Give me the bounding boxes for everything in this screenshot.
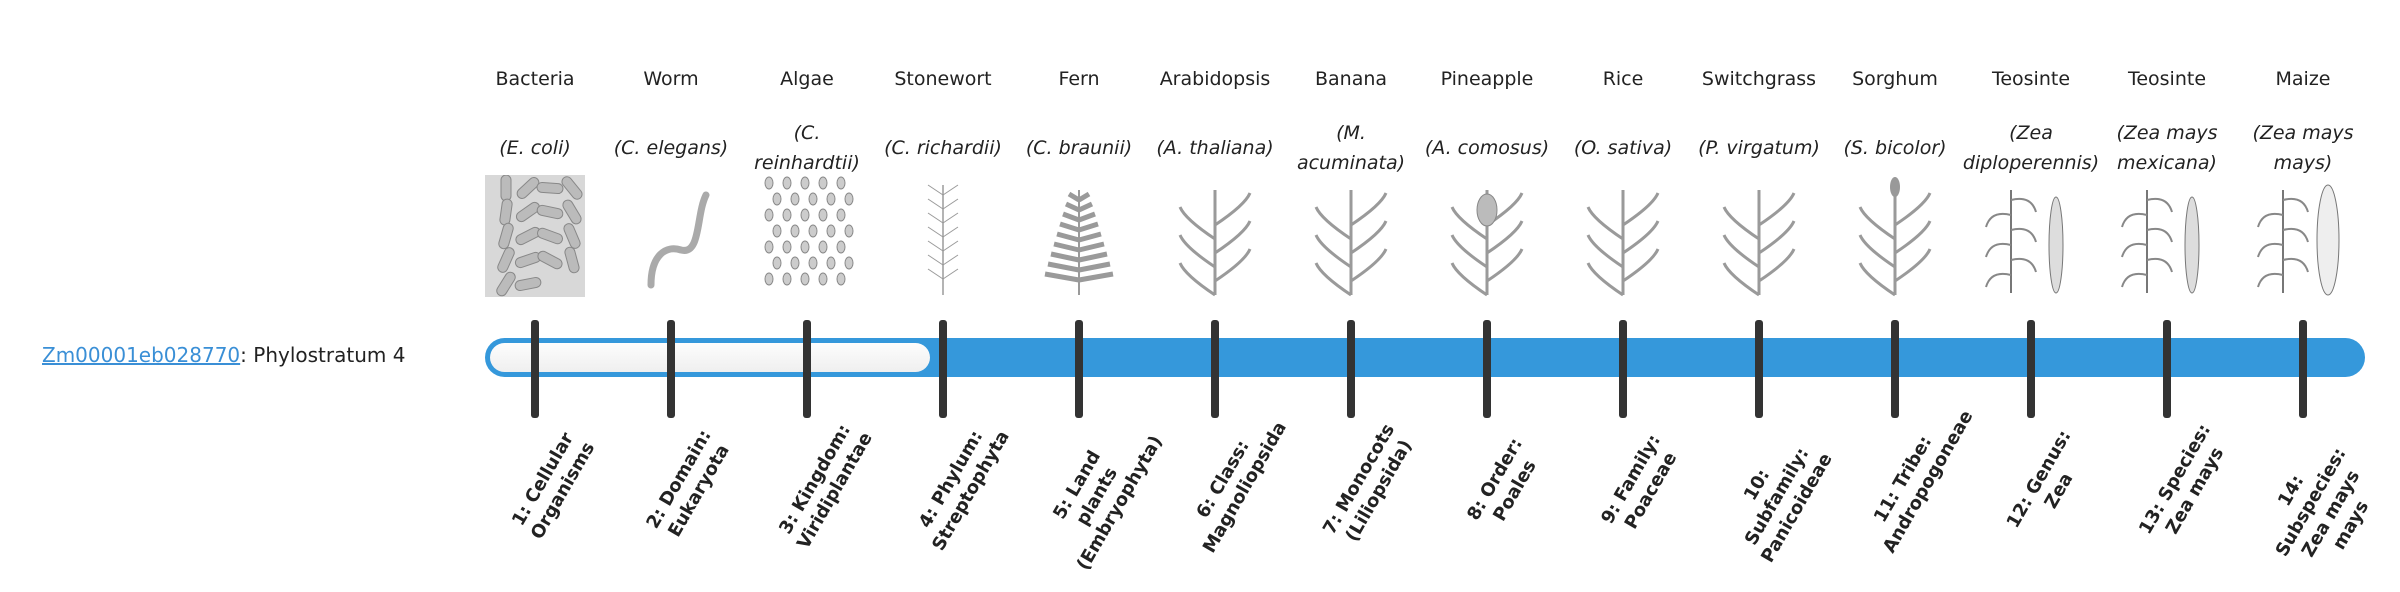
stratum-tick [1755, 320, 1763, 418]
organism-scientific-name: (P. virgatum) [1698, 137, 1820, 159]
stratum-label: 7: Monocots (Liliopsida) [1318, 420, 1417, 546]
organism-common-name: Rice [1602, 68, 1644, 90]
bar-unfilled-portion [490, 343, 930, 372]
bacteria-icon [485, 175, 585, 297]
organism-common-name: Sorghum [1852, 68, 1938, 90]
stratum-tick [1891, 320, 1899, 418]
stratum-tick [531, 320, 539, 418]
stratum-tick [667, 320, 675, 418]
stratum-label: 3: Kingdom: Viridiplantae [775, 420, 877, 553]
stratum-label: 1: Cellular Organisms [508, 429, 600, 543]
stratum-label: 9: Family: Poaceae [1597, 430, 1682, 533]
organism-scientific-name: (C. elegans) [613, 137, 729, 159]
maize-icon [2257, 184, 2340, 296]
stratum-label: 13: Species: Zea mays [2135, 420, 2229, 538]
stratum-tick [1619, 320, 1627, 418]
organism-common-name: Pineapple [1440, 68, 1534, 90]
organism-common-name: Worm [643, 68, 699, 90]
organism-scientific-name: (C. braunii) [1025, 137, 1133, 159]
stratum-label: 10: Subfamily: Panicoideae [1739, 444, 1837, 567]
organism-scientific-name: (A. comosus) [1424, 137, 1550, 159]
stratum-label: 11: Tribe: Andropogoneae [1869, 406, 1978, 557]
organism-scientific-name: (Zea mays mexicana) [2116, 122, 2218, 174]
stratum-tick [2163, 320, 2171, 418]
switchgrass-icon [1722, 190, 1796, 297]
teosinte-icon [2121, 190, 2200, 294]
organism-common-name: Banana [1314, 68, 1388, 90]
stratum-tick [2299, 320, 2307, 418]
stratum-label: 14: Subspecies: Zea mays mays [2271, 444, 2374, 561]
stratum-tick [2027, 320, 2035, 418]
organism-scientific-name: (A. thaliana) [1156, 137, 1274, 159]
gene-id-link[interactable]: Zm00001eb028770 [42, 343, 241, 367]
organism-common-name: Switchgrass [1701, 68, 1817, 90]
organism-common-name: Algae [780, 68, 834, 90]
stratum-label: 12: Genus: Zea [2002, 426, 2078, 532]
organism-scientific-name: (O. sativa) [1573, 137, 1673, 159]
algae-icon [764, 176, 854, 286]
phylostratum-bar [485, 338, 2365, 377]
organism-common-name: Stonewort [894, 68, 992, 90]
fern-icon [1044, 190, 1114, 295]
stonewort-icon [927, 184, 959, 295]
organism-common-name: Teosinte [1991, 68, 2071, 90]
gene-phylostratum-label: Zm00001eb028770: Phylostratum 4 [42, 343, 405, 367]
teosinte-icon [1985, 190, 2064, 294]
organism-common-name: Teosinte [2127, 68, 2207, 90]
organism-scientific-name: (S. bicolor) [1843, 137, 1947, 159]
organism-scientific-name: (Zea diploperennis) [1962, 122, 2100, 174]
arabidopsis-icon [1178, 190, 1252, 297]
banana-icon [1314, 190, 1388, 297]
sorghum-icon [1858, 177, 1932, 297]
stratum-tick [1211, 320, 1219, 418]
stratum-tick [939, 320, 947, 418]
stratum-tick [1483, 320, 1491, 418]
stratum-label: 5: Land plants (Embryophyta) [1049, 432, 1167, 574]
organism-common-name: Maize [2275, 68, 2331, 90]
organism-scientific-name: (E. coli) [499, 137, 571, 159]
phylostratum-text: : Phylostratum 4 [240, 343, 406, 367]
organism-common-name: Bacteria [495, 68, 575, 90]
rice-icon [1586, 190, 1660, 297]
stratum-tick [803, 320, 811, 418]
pineapple-icon [1450, 190, 1524, 297]
organism-scientific-name: (Zea mays mays) [2252, 122, 2354, 174]
stratum-label: 6: Class: Magnoliopsida [1192, 418, 1291, 557]
stratum-label: 2: Domain: Eukaryota [642, 426, 734, 541]
organism-scientific-name: (C. reinhardtii) [754, 122, 860, 174]
organism-common-name: Arabidopsis [1159, 68, 1271, 90]
organism-scientific-name: (M. acuminata) [1296, 122, 1406, 174]
organism-scientific-name: (C. richardii) [884, 137, 1002, 159]
stratum-tick [1075, 320, 1083, 418]
organism-common-name: Fern [1058, 68, 1100, 90]
stratum-label: 8: Order: Poales [1463, 434, 1541, 525]
stratum-label: 4: Phylum: Streptophyta [914, 426, 1014, 555]
worm-icon [647, 191, 710, 289]
stratum-tick [1347, 320, 1355, 418]
